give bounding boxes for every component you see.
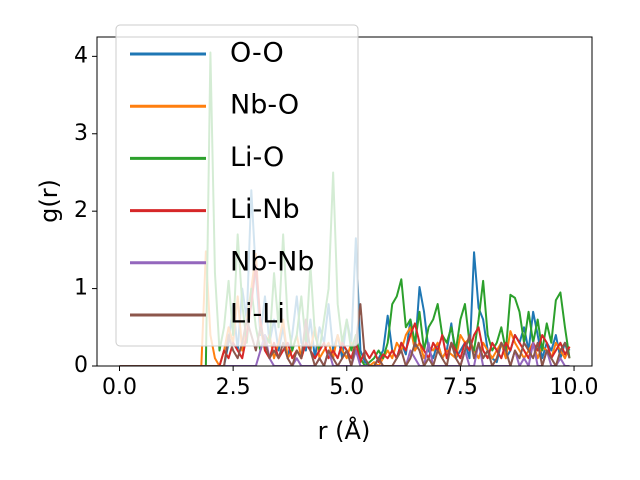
legend-label: Nb-Nb (230, 246, 314, 277)
y-tick-label: 2 (74, 198, 88, 223)
x-axis-label: r (Å) (318, 416, 371, 445)
legend-label: Li-O (230, 142, 284, 173)
x-tick-label: 7.5 (443, 375, 478, 400)
y-tick-label: 3 (74, 121, 88, 146)
x-tick-label: 2.5 (216, 375, 251, 400)
series-line (119, 264, 571, 366)
x-tick-label: 10.0 (550, 375, 599, 400)
legend-label: Li-Nb (230, 194, 300, 225)
x-tick-label: 5.0 (329, 375, 364, 400)
x-tick-label: 0.0 (102, 375, 137, 400)
y-tick-label: 0 (74, 353, 88, 378)
legend-label: Nb-O (230, 90, 299, 121)
y-tick-label: 4 (74, 43, 88, 68)
series-line (119, 303, 571, 366)
legend-label: Li-Li (230, 299, 285, 330)
y-tick-label: 1 (74, 276, 88, 301)
y-axis-label: g(r) (35, 179, 63, 223)
legend-label: O-O (230, 38, 284, 69)
